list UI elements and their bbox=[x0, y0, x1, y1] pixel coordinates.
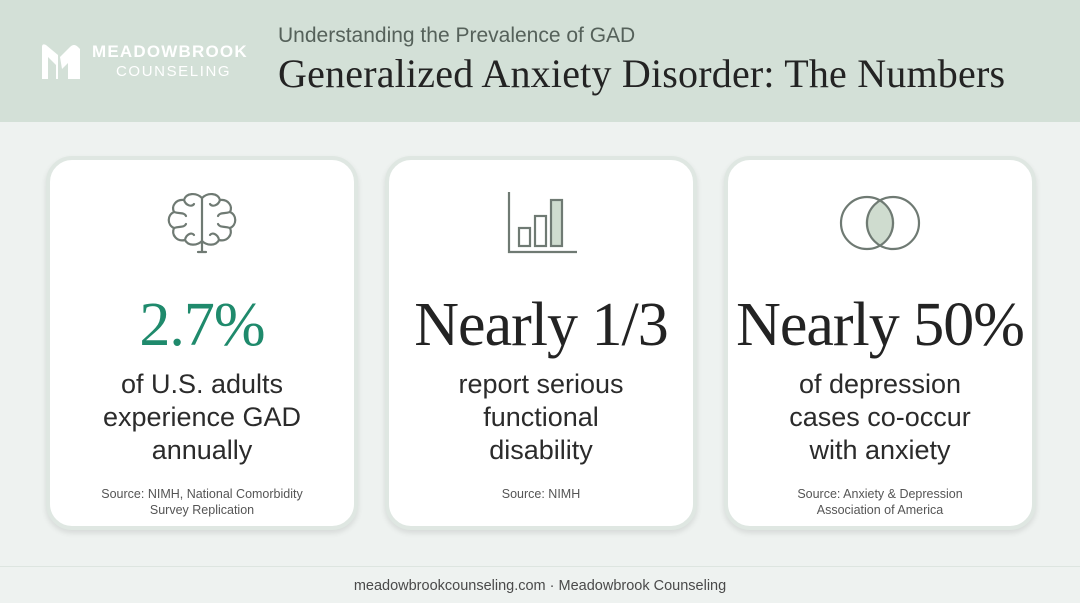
source-line: Source: NIMH, National Comorbidity bbox=[101, 487, 303, 501]
stat-description: of depression cases co-occur with anxiet… bbox=[738, 368, 1022, 467]
stat-card-comorbidity: Nearly 50% of depression cases co-occur … bbox=[724, 156, 1036, 530]
venn-diagram-icon bbox=[839, 195, 921, 251]
stat-value: 2.7% bbox=[139, 291, 265, 359]
footer-divider bbox=[0, 566, 1080, 567]
header-banner: MEADOWBROOK COUNSELING Understanding the… bbox=[0, 0, 1080, 122]
description-line: of depression bbox=[798, 369, 962, 399]
stat-source: Source: NIMH bbox=[409, 486, 673, 502]
stat-card-gad-prevalence: 2.7% of U.S. adults experience GAD annua… bbox=[46, 156, 358, 530]
description-line: of U.S. adults bbox=[120, 369, 284, 399]
stat-description: report serious functional disability bbox=[399, 368, 683, 467]
brand-name-line2: COUNSELING bbox=[116, 63, 232, 80]
stat-source: Source: NIMH, National Comorbidity Surve… bbox=[70, 486, 334, 518]
brand-name-line1: MEADOWBROOK bbox=[92, 42, 248, 61]
brand-logo[interactable]: MEADOWBROOK COUNSELING bbox=[40, 40, 248, 82]
description-line: with anxiety bbox=[809, 435, 951, 465]
page-title: Generalized Anxiety Disorder: The Number… bbox=[278, 51, 1006, 96]
stylized-m-icon bbox=[42, 44, 80, 79]
page-subtitle: Understanding the Prevalence of GAD bbox=[278, 24, 636, 47]
description-line: annually bbox=[151, 435, 253, 465]
stat-card-functional-disability: Nearly 1/3 report serious functional dis… bbox=[385, 156, 697, 530]
footer-text[interactable]: meadowbrookcounseling.com · Meadowbrook … bbox=[353, 578, 727, 594]
description-line: functional bbox=[483, 402, 599, 432]
brain-icon bbox=[167, 193, 237, 254]
stat-value: Nearly 1/3 bbox=[414, 291, 668, 359]
source-line: Survey Replication bbox=[149, 503, 255, 517]
stat-description: of U.S. adults experience GAD annually bbox=[60, 368, 344, 467]
source-line: Source: Anxiety & Depression bbox=[797, 487, 963, 501]
source-line: Source: NIMH bbox=[501, 487, 581, 501]
description-line: report serious bbox=[458, 369, 624, 399]
bar-chart-icon bbox=[507, 192, 577, 254]
source-line: Association of America bbox=[816, 503, 944, 517]
stat-value: Nearly 50% bbox=[736, 291, 1025, 359]
description-line: disability bbox=[489, 435, 593, 465]
description-line: experience GAD bbox=[102, 402, 302, 432]
stat-source: Source: Anxiety & Depression Association… bbox=[748, 486, 1012, 518]
description-line: cases co-occur bbox=[789, 402, 971, 432]
